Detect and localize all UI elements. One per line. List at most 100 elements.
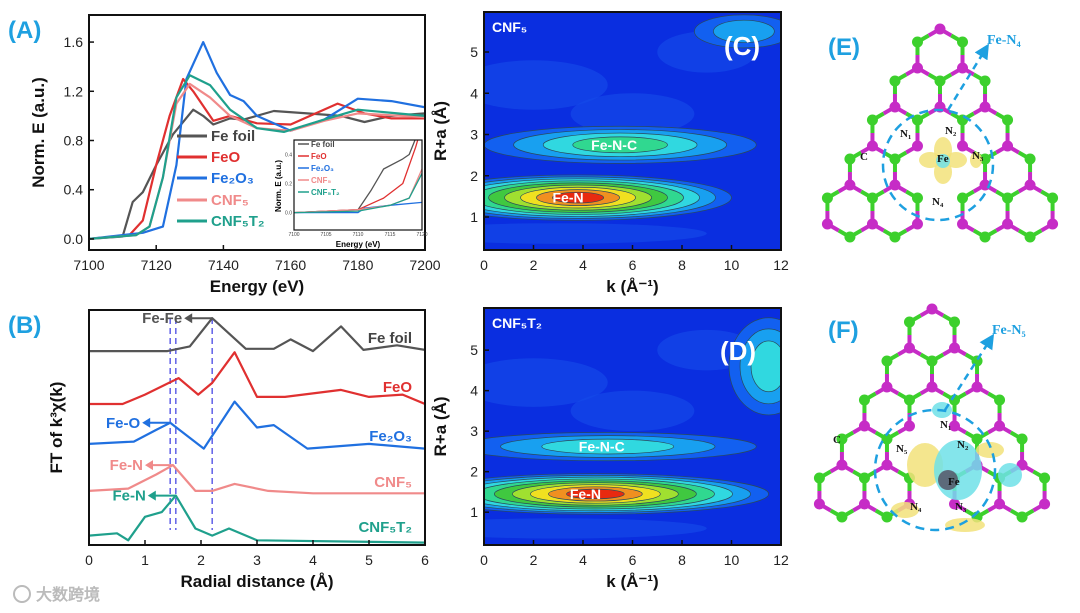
panel-label-b: (B) (8, 312, 41, 339)
atom-label-n3: N₃ (972, 150, 984, 162)
contour-level (552, 191, 604, 204)
carbon-atom (844, 153, 856, 165)
contour-low-region (484, 358, 608, 407)
x-tick-label: 7100 (73, 257, 104, 273)
plot-frame (88, 14, 426, 251)
carbon-atom (957, 114, 969, 126)
y-tick-label: 1 (470, 504, 478, 520)
x-tick-label: 6 (421, 552, 429, 568)
inset-legend-label: CNF₅ (311, 176, 331, 185)
carbon-atom (1016, 433, 1028, 445)
carbon-atom (881, 355, 893, 367)
carbon-atom (1016, 511, 1028, 523)
panel-e-fe-n4-structure: Fe-N₄ N₁ N₂ Fe N₃ N₄ C (821, 23, 1059, 243)
inset-x-tick-label: 7100 (288, 232, 299, 238)
x-tick-label: 4 (579, 257, 587, 273)
nitrogen-atom (911, 140, 923, 152)
panel-label-e: (E) (828, 34, 860, 61)
series-line-fe-foil (89, 108, 425, 240)
carbon-atom (836, 511, 848, 523)
atom-label-n1: N₁ (940, 419, 951, 431)
nitrogen-atom (881, 381, 893, 393)
carbon-atom (881, 511, 893, 523)
atom-label-n4: N₄ (910, 501, 922, 513)
y-tick-label: 5 (470, 44, 478, 60)
carbon-atom (836, 433, 848, 445)
carbon-atom (903, 394, 915, 406)
carbon-atom (866, 192, 878, 204)
charge-density-lobe (919, 152, 941, 168)
nitrogen-atom (994, 420, 1006, 432)
series-label: CNF₅ (374, 474, 412, 491)
y-axis-title: R+a (Å) (431, 397, 450, 457)
carbon-atom (979, 75, 991, 87)
x-tick-label: 0 (480, 552, 488, 568)
atom-label-n3: N₃ (955, 501, 967, 513)
coordination-circle (881, 108, 995, 222)
legend-label: CNF₅ (211, 192, 249, 209)
x-axis-title: Energy (eV) (210, 277, 304, 296)
inset-x-tick-label: 7120 (416, 232, 427, 238)
carbon-atom (1047, 192, 1059, 204)
nitrogen-atom (949, 420, 961, 432)
x-tick-label: 10 (724, 552, 740, 568)
inset-legend-label: Fe foil (311, 140, 335, 149)
peak-annotation: Fe-O (106, 415, 141, 432)
nitrogen-atom (1024, 179, 1036, 191)
carbon-atom (994, 394, 1006, 406)
x-tick-label: 2 (530, 257, 538, 273)
contour-level (541, 438, 675, 455)
legend-label: FeO (211, 149, 241, 166)
peak-annotation: Fe-N (110, 457, 143, 474)
carbon-atom (979, 231, 991, 243)
nitrogen-atom (994, 498, 1006, 510)
legend-label: CNF₅T₂ (211, 213, 265, 230)
arrowhead-icon (147, 490, 156, 501)
legend-label: Fe₂O₃ (211, 170, 254, 187)
nitrogen-atom (979, 101, 991, 113)
series-label: Fe₂O₃ (369, 428, 412, 445)
inset-legend-label: FeO (311, 152, 327, 161)
x-axis-title: k (Å⁻¹) (606, 572, 658, 591)
atom-label-fe: Fe (937, 153, 949, 165)
nitrogen-atom (866, 218, 878, 230)
x-tick-label: 3 (253, 552, 261, 568)
x-tick-label: 4 (579, 552, 587, 568)
x-tick-label: 7120 (141, 257, 172, 273)
nitrogen-atom (911, 62, 923, 74)
charge-density-lobe (907, 443, 943, 487)
carbon-atom (911, 36, 923, 48)
carbon-atom (911, 114, 923, 126)
inset-legend-label: Fe₂O₃ (311, 164, 334, 173)
carbon-atom (858, 394, 870, 406)
y-tick-label: 2 (470, 464, 478, 480)
carbon-atom (821, 192, 833, 204)
inset-x-tick-label: 7115 (385, 232, 396, 238)
contour-level (713, 19, 775, 43)
series-label: Fe foil (368, 330, 412, 347)
carbon-atom (934, 75, 946, 87)
coordination-circle (873, 408, 997, 532)
carbon-atom (1024, 153, 1036, 165)
contour-level (572, 136, 668, 154)
structure-title: Fe-N₄ (987, 33, 1022, 48)
carbon-atom (949, 316, 961, 328)
y-tick-label: 1.6 (64, 34, 84, 50)
x-tick-label: 2 (197, 552, 205, 568)
inset-y-tick-label: 0.0 (285, 211, 292, 217)
panel-label-c: (C) (724, 31, 760, 61)
peak-label: Fe-N-C (591, 137, 637, 153)
inset-y-tick-label: 0.4 (285, 153, 292, 159)
carbon-atom (889, 153, 901, 165)
dashed-arrow (943, 333, 995, 411)
y-tick-label: 4 (470, 85, 478, 101)
x-tick-label: 8 (678, 552, 686, 568)
x-tick-label: 4 (309, 552, 317, 568)
y-axis-title: FT of k³χ(k) (47, 382, 66, 474)
y-tick-label: 3 (470, 127, 478, 143)
peak-label: Fe-N (570, 486, 601, 502)
series-line-fe2o3 (89, 41, 425, 240)
watermark-text: 大数跨境 (36, 585, 100, 604)
